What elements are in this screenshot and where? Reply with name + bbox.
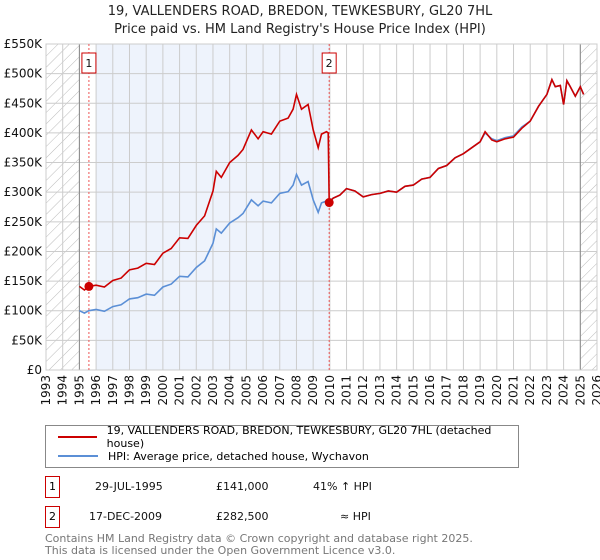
legend-item-property: 19, VALLENDERS ROAD, BREDON, TEWKESBURY,… (58, 424, 518, 450)
y-tick-label: £300K (4, 185, 44, 199)
x-tick-label: 2004 (223, 375, 237, 406)
chart-legend: 19, VALLENDERS ROAD, BREDON, TEWKESBURY,… (45, 424, 519, 468)
x-tick-label: 1996 (89, 375, 103, 406)
sale-label: 1 (85, 57, 92, 70)
x-tick-label: 1999 (139, 375, 153, 406)
marker-badge: 2 (45, 506, 60, 528)
x-tick-label: 2018 (456, 375, 470, 406)
y-tick-label: £450K (4, 96, 44, 110)
x-tick-label: 2007 (273, 375, 287, 406)
transaction-date: 29-JUL-1995 (95, 480, 163, 493)
legend-label: 19, VALLENDERS ROAD, BREDON, TEWKESBURY,… (106, 424, 492, 450)
hatched-region-after (580, 44, 597, 370)
x-tick-label: 1997 (106, 375, 120, 406)
x-tick-label: 2003 (206, 375, 220, 406)
marker-badge: 1 (45, 476, 60, 498)
x-tick-label: 2023 (540, 375, 554, 406)
price-chart: £0 £50K £100K £150K £200K £250K £300K £350K £400… (4, 37, 600, 406)
x-tick-label: 2010 (323, 375, 337, 406)
y-tick-label: £100K (4, 304, 44, 318)
y-tick-label: £400K (4, 126, 44, 140)
property-price-line (78, 77, 585, 292)
x-tick-label: 2009 (306, 375, 320, 406)
sale-label: 2 (326, 57, 333, 70)
chart-title: 19, VALLENDERS ROAD, BREDON, TEWKESBURY,… (107, 4, 493, 19)
x-tick-label: 2005 (239, 375, 253, 406)
footer-licence: This data is licensed under the Open Gov… (45, 544, 396, 557)
y-tick-label: £550K (4, 37, 44, 51)
legend-swatch-red (58, 436, 97, 438)
x-tick-label: 2019 (473, 375, 487, 406)
transaction-hpi: 41% ↑ HPI (313, 480, 372, 493)
x-tick-label: 1995 (72, 375, 86, 406)
x-tick-label: 2016 (423, 375, 437, 406)
y-tick-label: £350K (4, 156, 44, 170)
transaction-hpi: ≈ HPI (340, 510, 371, 523)
x-tick-label: 1994 (56, 375, 70, 406)
x-tick-label: 2024 (557, 375, 571, 406)
transaction-price: £282,500 (216, 510, 269, 523)
y-tick-label: £200K (4, 244, 44, 258)
x-tick-label: 2015 (406, 375, 420, 406)
x-tick-label: 2014 (390, 375, 404, 406)
y-tick-label: £50K (11, 333, 43, 347)
footer-copyright: Contains HM Land Registry data © Crown c… (45, 532, 473, 545)
x-tick-label: 2021 (507, 375, 521, 406)
x-tick-label: 2001 (173, 375, 187, 406)
legend-swatch-blue (58, 455, 98, 457)
y-tick-label: £500K (4, 67, 44, 81)
chart-subtitle: Price paid vs. HM Land Registry's House … (114, 22, 486, 37)
y-tick-label: £250K (4, 215, 44, 229)
x-tick-label: 2011 (340, 375, 354, 406)
x-tick-label: 2012 (356, 375, 370, 406)
y-tick-label: £0 (27, 363, 42, 377)
plot-border (45, 43, 598, 371)
sale-label-box (321, 52, 337, 74)
sale-point (84, 281, 94, 291)
x-tick-label: 2025 (573, 375, 587, 406)
legend-label: HPI: Average price, detached house, Wych… (108, 449, 369, 463)
x-tick-label: 1993 (39, 375, 53, 406)
x-tick-label: 2000 (156, 375, 170, 406)
x-tick-label: 2017 (440, 375, 454, 406)
transaction-price: £141,000 (216, 480, 269, 493)
x-tick-label: 2013 (373, 375, 387, 406)
x-tick-label: 2022 (523, 375, 537, 406)
sale-label-box (81, 52, 97, 74)
transaction-date: 17-DEC-2009 (89, 510, 163, 523)
legend-item-hpi: HPI: Average price, detached house, Wych… (58, 448, 369, 464)
y-tick-label: £150K (4, 274, 44, 288)
x-tick-label: 2026 (590, 375, 600, 406)
x-tick-label: 2020 (490, 375, 504, 406)
sale-point (324, 198, 334, 208)
x-tick-label: 2008 (289, 375, 303, 406)
x-tick-label: 2002 (189, 375, 203, 406)
x-tick-label: 2006 (256, 375, 270, 406)
x-tick-label: 1998 (122, 375, 136, 406)
